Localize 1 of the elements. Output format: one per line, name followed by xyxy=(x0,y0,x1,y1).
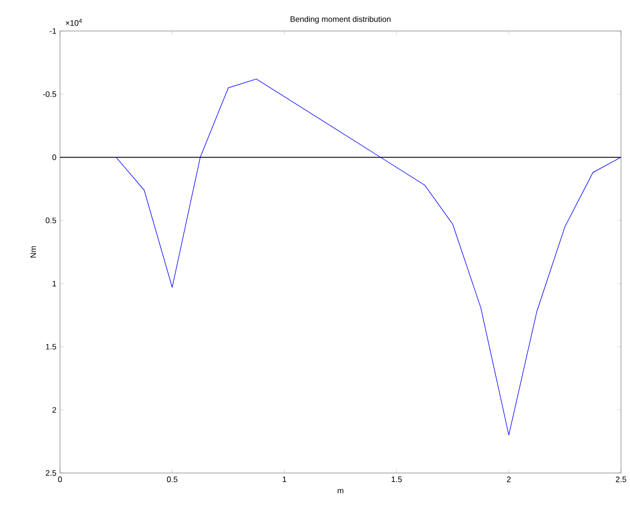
line-series xyxy=(116,78,622,436)
